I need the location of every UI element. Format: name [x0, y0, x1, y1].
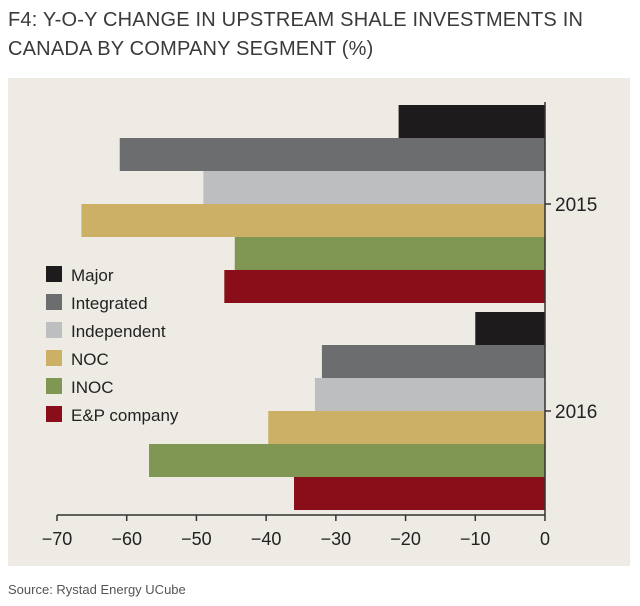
y-tick-label: 2015 [555, 195, 597, 216]
bar-2016-independent [314, 378, 545, 411]
legend-swatch [46, 406, 62, 422]
bar-2015-e-p-company [224, 270, 546, 303]
legend-swatch [46, 294, 62, 310]
legend-swatch [46, 266, 62, 282]
chart-title: F4: Y-O-Y CHANGE IN UPSTREAM SHALE INVES… [8, 9, 584, 60]
bar-2016-e-p-company [294, 477, 545, 510]
bar-2016-inoc [149, 444, 545, 477]
bar-chart: 2015 2016 −70 −60 −50 −40 −30 −20 −10 0 Major Integ… [42, 102, 597, 549]
chart-panel: 2015 2016 −70 −60 −50 −40 −30 −20 −10 0 Major Integ… [8, 78, 630, 566]
y-tick-label: 2016 [555, 402, 597, 423]
x-tick-label: −60 [111, 529, 142, 549]
legend-label: Major [71, 266, 114, 285]
legend-label: Integrated [71, 294, 148, 313]
legend-label: E&P company [71, 406, 179, 425]
x-tick-label: 0 [540, 529, 550, 549]
bar-2015-major [398, 105, 545, 138]
bar-2015-noc [81, 204, 546, 237]
legend-swatch [46, 378, 62, 394]
x-tick-label: −30 [321, 529, 352, 549]
bar-2015-integrated [119, 138, 545, 171]
legend-label: NOC [71, 350, 109, 369]
bar-2016-noc [268, 411, 545, 444]
legend-label: Independent [71, 322, 166, 341]
legend-swatch [46, 322, 62, 338]
bar-2016-major [475, 312, 545, 345]
legend-swatch [46, 350, 62, 366]
bar-2016-integrated [321, 345, 545, 378]
source-note: Source: Rystad Energy UCube [8, 582, 186, 597]
x-tick-label: −40 [251, 529, 282, 549]
x-tick-label: −20 [390, 529, 421, 549]
bar-2015-independent [203, 171, 545, 204]
bar-2015-inoc [234, 237, 545, 270]
x-tick-label: −10 [460, 529, 491, 549]
x-tick-label: −70 [42, 529, 73, 549]
legend-label: INOC [71, 378, 114, 397]
x-tick-label: −50 [181, 529, 212, 549]
